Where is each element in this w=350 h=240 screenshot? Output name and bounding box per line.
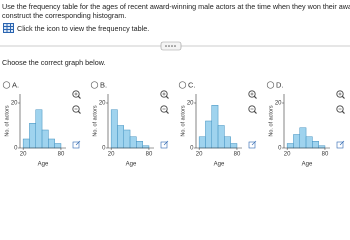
bar: [41, 129, 49, 149]
y-tick-label: 20: [275, 101, 282, 107]
bar: [211, 105, 219, 149]
x-tick-label: 20: [108, 152, 115, 158]
x-tick-label: 20: [20, 152, 27, 158]
bar: [305, 136, 313, 149]
radio[interactable]: [2, 81, 11, 89]
bar: [217, 125, 225, 149]
radio[interactable]: [178, 81, 187, 89]
x-tick-label: 80: [322, 152, 329, 158]
bar: [48, 138, 55, 149]
instruction: Use the frequency table for the ages of …: [2, 2, 350, 11]
open-icon[interactable]: [72, 141, 80, 149]
open-arrow: [75, 140, 81, 146]
open-icon[interactable]: [248, 141, 256, 149]
bar: [205, 120, 213, 149]
option-label: B.: [100, 80, 107, 89]
bar: [293, 134, 301, 149]
y-axis-label: No. of actors: [4, 105, 10, 136]
bar: [35, 109, 43, 149]
zoom-handle: [77, 110, 81, 114]
x-axis-label: Age: [38, 162, 49, 168]
y-tick-label: 0: [190, 146, 194, 152]
instruction: construct the corresponding histogram.: [2, 11, 127, 20]
x-tick-label: 20: [284, 152, 291, 158]
expand-button[interactable]: [160, 41, 182, 51]
bar: [117, 125, 125, 149]
bar: [136, 141, 143, 149]
y-tick-label: 0: [102, 146, 106, 152]
radio[interactable]: [90, 81, 99, 89]
zoom-handle: [341, 110, 345, 114]
bar: [230, 143, 238, 149]
bar: [29, 123, 37, 149]
zoom-handle: [253, 95, 257, 99]
y-tick-label: 20: [99, 101, 106, 107]
bar: [286, 143, 294, 149]
zoom-handle: [77, 95, 81, 99]
y-axis-label: No. of actors: [268, 105, 274, 136]
x-axis-label: Age: [302, 162, 313, 168]
y-axis-label: No. of actors: [92, 105, 98, 136]
x-tick-label: 80: [234, 152, 241, 158]
open-arrow: [163, 140, 169, 146]
bar: [142, 145, 150, 149]
y-tick-label: 0: [278, 146, 282, 152]
open-arrow: [251, 140, 257, 146]
option-label: D.: [276, 80, 284, 89]
open-icon[interactable]: [160, 141, 168, 149]
x-tick-label: 80: [146, 152, 153, 158]
table-icon[interactable]: [3, 23, 14, 33]
page: Use the frequency table for the ages of …: [0, 2, 350, 180]
bar: [318, 145, 326, 149]
zoom-handle: [253, 110, 257, 114]
x-axis-label: Age: [214, 162, 225, 168]
zoom-handle: [165, 95, 169, 99]
x-tick-label: 20: [196, 152, 203, 158]
bar: [129, 136, 137, 149]
bar: [110, 109, 118, 149]
zoom-handle: [165, 110, 169, 114]
option-label: C.: [188, 80, 196, 89]
open-arrow: [339, 140, 345, 146]
bar: [54, 143, 62, 149]
zoom-handle: [341, 95, 345, 99]
bar: [22, 138, 30, 149]
divider: [0, 41, 350, 51]
x-tick-label: 80: [58, 152, 65, 158]
bar: [299, 127, 307, 149]
bar: [123, 129, 131, 149]
bar: [312, 141, 319, 149]
x-axis-label: Age: [126, 162, 137, 168]
open-icon[interactable]: [336, 141, 344, 149]
table-link[interactable]: Click the icon to view the frequency tab…: [17, 24, 150, 33]
prompt: Choose the correct graph below.: [2, 58, 106, 67]
radio[interactable]: [266, 81, 275, 89]
bar: [224, 136, 231, 149]
y-tick-label: 20: [187, 101, 194, 107]
bar: [198, 136, 206, 149]
y-tick-label: 20: [11, 101, 18, 107]
option-label: A.: [12, 80, 19, 89]
y-tick-label: 0: [14, 146, 18, 152]
y-axis-label: No. of actors: [180, 105, 186, 136]
